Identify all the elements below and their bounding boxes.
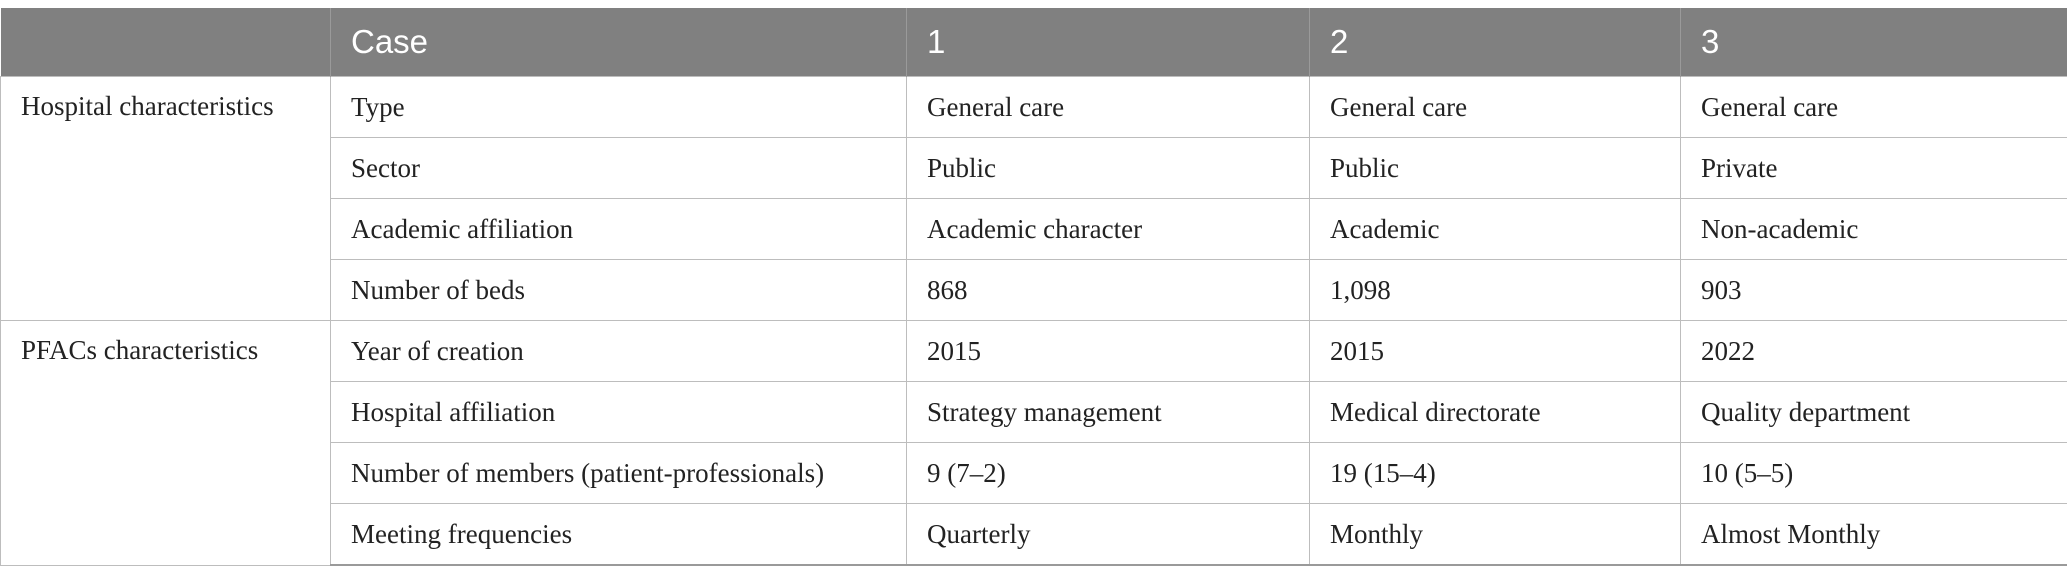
hospital-cases-table: Case 1 2 3 Hospital characteristics Type… [0,8,2067,566]
row-label: Meeting frequencies [330,503,907,566]
cell-value: 903 [1680,259,2067,321]
header-case-3: 3 [1680,8,2067,77]
group-label-pfacs: PFACs characteristics [0,320,331,566]
cell-value: Academic character [906,198,1310,260]
table-row: Hospital characteristics Type General ca… [0,76,2067,321]
row-label: Year of creation [330,320,907,382]
cell-value: 19 (15–4) [1309,442,1681,504]
cell-value: 10 (5–5) [1680,442,2067,504]
cell-value: Quality department [1680,381,2067,443]
cell-value: 2015 [906,320,1310,382]
table-row: PFACs characteristics Year of creation 2… [0,320,2067,566]
cell-value: 868 [906,259,1310,321]
cell-value: General care [906,76,1310,138]
table-row: Hospital affiliation Strategy management… [1,381,2067,443]
table-row: Academic affiliation Academic character … [1,198,2067,260]
table-header-row: Case 1 2 3 [0,8,2067,77]
row-label: Academic affiliation [330,198,907,260]
header-case-1: 1 [906,8,1310,77]
cell-value: 9 (7–2) [906,442,1310,504]
cell-value: Almost Monthly [1680,503,2067,566]
cell-value: 2022 [1680,320,2067,382]
cell-value: General care [1309,76,1681,138]
row-label: Hospital affiliation [330,381,907,443]
row-label: Number of members (patient-professionals… [330,442,907,504]
cell-value: General care [1680,76,2067,138]
header-case-2: 2 [1309,8,1681,77]
cell-value: Public [906,137,1310,199]
cell-value: 2015 [1309,320,1681,382]
cell-value: Public [1309,137,1681,199]
row-label: Number of beds [330,259,907,321]
cell-value: Medical directorate [1309,381,1681,443]
table-row: Number of beds 868 1,098 903 [1,259,2067,321]
cell-value: 1,098 [1309,259,1681,321]
table-row: Meeting frequencies Quarterly Monthly Al… [1,503,2067,566]
cell-value: Monthly [1309,503,1681,566]
group-label-hospital: Hospital characteristics [0,76,331,321]
cell-value: Strategy management [906,381,1310,443]
cell-value: Non-academic [1680,198,2067,260]
cell-value: Private [1680,137,2067,199]
cell-value: Academic [1309,198,1681,260]
cell-value: Quarterly [906,503,1310,566]
table-row: Number of members (patient-professionals… [1,442,2067,504]
header-case: Case [330,8,907,77]
header-blank [0,8,331,77]
row-label: Type [330,76,907,138]
row-label: Sector [330,137,907,199]
